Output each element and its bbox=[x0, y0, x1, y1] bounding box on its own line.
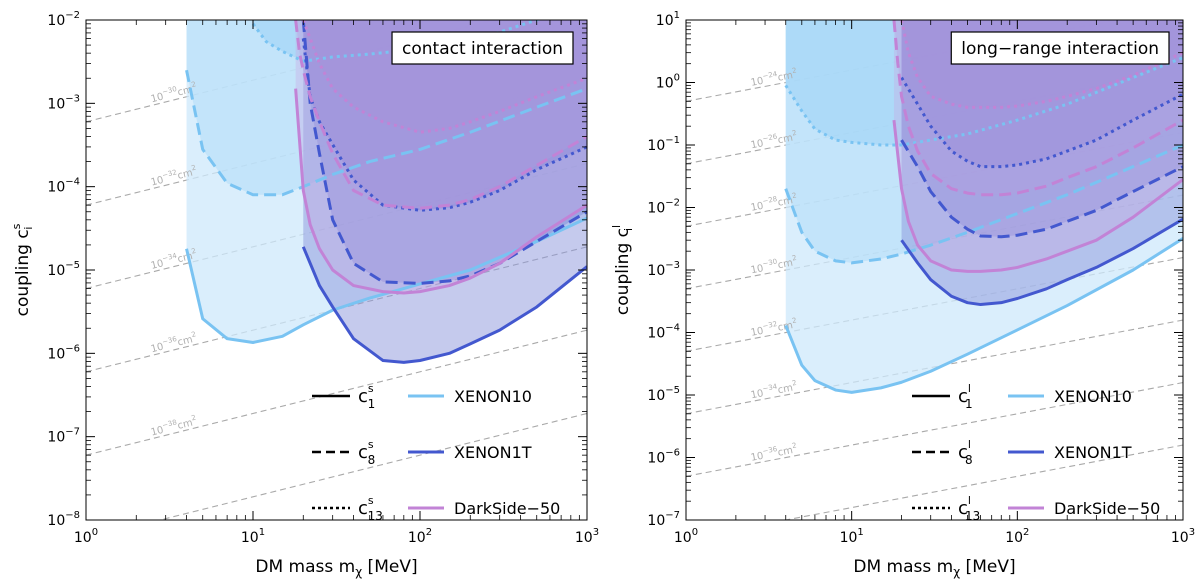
exclusion-region-c1 bbox=[901, 20, 1183, 305]
legend: cl 1 cl 8 cl 13 XENON10 XENON1T DarkSide−50 bbox=[912, 382, 1160, 523]
y-tick-label: 10−2 bbox=[47, 10, 80, 29]
cross-section-label: 10−38cm2 bbox=[149, 414, 198, 439]
legend-style-label: cl 13 bbox=[958, 494, 980, 523]
limit-curve-c13 bbox=[301, 38, 587, 212]
y-tick-label: 10−7 bbox=[647, 510, 680, 529]
cross-section-label: 10−30cm2 bbox=[749, 254, 798, 277]
legend-style-label: cs 13 bbox=[358, 494, 383, 523]
cross-section-line bbox=[157, 412, 587, 520]
limit-curve-c13 bbox=[301, 20, 587, 134]
cross-section-line bbox=[686, 382, 1183, 477]
limit-curve-c1 bbox=[892, 119, 1183, 273]
x-tick-label: 101 bbox=[840, 527, 864, 546]
legend-color-label: XENON1T bbox=[1054, 443, 1132, 462]
exclusion-region-c1 bbox=[295, 20, 587, 293]
limit-curve-c8 bbox=[892, 20, 1183, 197]
y-tick-label: 10−1 bbox=[647, 135, 680, 154]
cross-section-label: 10−36cm2 bbox=[749, 441, 798, 464]
y-tick-label: 10−6 bbox=[47, 343, 80, 362]
legend-style-label: cs 1 bbox=[358, 382, 375, 411]
exclusion-region-c8 bbox=[303, 20, 587, 284]
chart-title: contact interaction bbox=[402, 39, 563, 59]
limit-curve-c1 bbox=[900, 217, 1183, 307]
limit-curve-c1 bbox=[784, 237, 1183, 394]
cross-section-label: 10−32cm2 bbox=[149, 164, 198, 189]
cross-section-label: 10−24cm2 bbox=[749, 66, 798, 89]
x-tick-label: 101 bbox=[241, 527, 265, 546]
legend: cs 1 cs 8 cs 13 XENON10 XENON1T DarkSide−50 bbox=[312, 382, 560, 523]
cross-section-label: 10−36cm2 bbox=[149, 330, 198, 355]
x-tick-label: 100 bbox=[674, 527, 698, 546]
cross-section-line bbox=[86, 329, 587, 456]
legend-color-label: DarkSide−50 bbox=[1054, 499, 1160, 518]
exclusion-region-c13 bbox=[303, 20, 587, 211]
limit-curve-c13 bbox=[784, 56, 1183, 147]
y-tick-label: 10−6 bbox=[647, 448, 680, 467]
y-tick-label: 101 bbox=[656, 10, 680, 29]
limit-curve-c8 bbox=[185, 69, 587, 197]
y-tick-label: 10−8 bbox=[47, 510, 80, 529]
title-box bbox=[950, 31, 1170, 65]
legend-style-label: cl 1 bbox=[958, 382, 973, 411]
x-tick-label: 103 bbox=[575, 527, 599, 546]
y-tick-label: 100 bbox=[656, 73, 680, 92]
y-tick-label: 10−3 bbox=[47, 93, 80, 112]
legend-style-label: cs 8 bbox=[358, 438, 375, 467]
cross-section-label: 10−26cm2 bbox=[749, 129, 798, 152]
limit-curve-c8 bbox=[301, 20, 587, 285]
legend-color-label: XENON10 bbox=[454, 387, 532, 406]
x-tick-label: 103 bbox=[1171, 527, 1195, 546]
cross-section-label: 10−30cm2 bbox=[149, 80, 198, 105]
y-axis-label: coupling csi bbox=[10, 223, 35, 316]
y-tick-label: 10−7 bbox=[47, 427, 80, 446]
limit-curve-c8 bbox=[900, 139, 1183, 239]
limit-curve-c1 bbox=[185, 216, 587, 344]
x-tick-label: 102 bbox=[1005, 527, 1029, 546]
exclusion-region-c8 bbox=[901, 20, 1183, 237]
title-box bbox=[391, 31, 574, 65]
limit-curve-c13 bbox=[251, 20, 541, 63]
chart-long-range-interaction: 10−24cm210−26cm210−28cm210−30cm210−32cm2… bbox=[610, 10, 1195, 579]
legend-style-label: cl 8 bbox=[958, 438, 973, 467]
x-tick-label: 102 bbox=[408, 527, 432, 546]
legend-color-label: XENON1T bbox=[454, 443, 532, 462]
limit-curve-c1 bbox=[301, 246, 587, 364]
y-axis-label: coupling cli bbox=[610, 225, 635, 315]
cross-section-label: 10−34cm2 bbox=[749, 379, 798, 402]
x-axis-label: DM mass mχ [MeV] bbox=[853, 557, 1015, 579]
limit-curve-c8 bbox=[294, 20, 587, 210]
y-tick-label: 10−4 bbox=[47, 177, 80, 196]
chart-title: long−range interaction bbox=[961, 39, 1159, 59]
y-tick-label: 10−5 bbox=[47, 260, 80, 279]
y-tick-label: 10−4 bbox=[647, 323, 680, 342]
x-tick-label: 100 bbox=[74, 527, 98, 546]
limit-curve-c13 bbox=[900, 76, 1183, 169]
limit-curve-c13 bbox=[900, 20, 1183, 109]
cross-section-label: 10−32cm2 bbox=[749, 316, 798, 339]
y-tick-label: 10−5 bbox=[647, 385, 680, 404]
chart-contact-interaction: 10−30cm210−32cm210−34cm210−36cm210−38cm2… bbox=[10, 10, 599, 579]
y-tick-label: 10−3 bbox=[647, 260, 680, 279]
legend-color-label: XENON10 bbox=[1054, 387, 1132, 406]
x-axis-label: DM mass mχ [MeV] bbox=[255, 557, 417, 579]
y-tick-label: 10−2 bbox=[647, 198, 680, 217]
limit-curve-c8 bbox=[784, 143, 1183, 265]
legend-color-label: DarkSide−50 bbox=[454, 499, 560, 518]
cross-section-line bbox=[782, 444, 1183, 520]
limit-curve-c1 bbox=[294, 88, 587, 295]
